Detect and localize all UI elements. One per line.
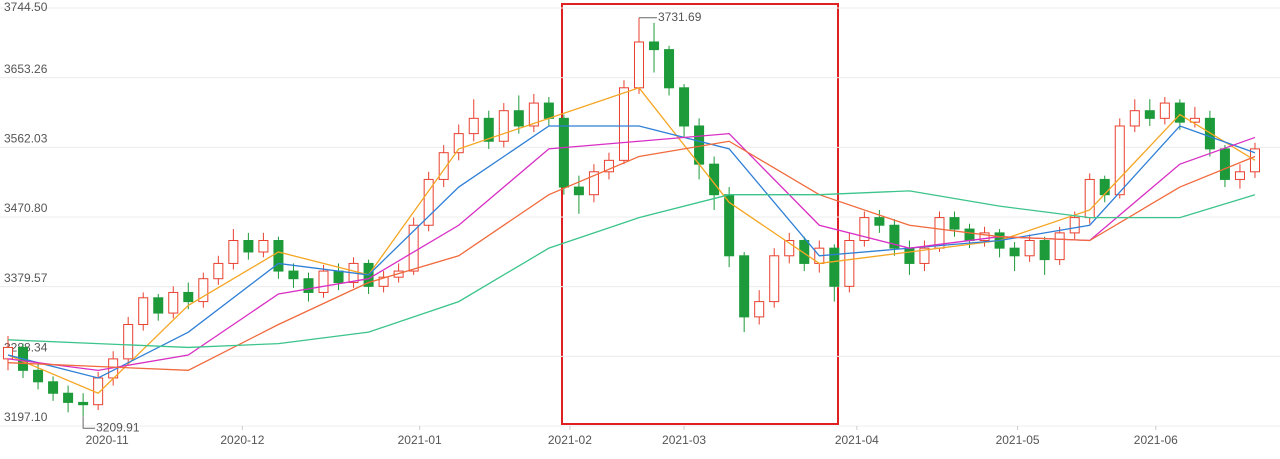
candle-body — [318, 270, 329, 293]
min-annotation: 3209.91 — [96, 420, 140, 434]
annotation-leader — [82, 416, 96, 429]
candle-body — [258, 240, 269, 253]
candle-body — [513, 110, 524, 127]
candle-body — [769, 255, 780, 303]
candle-body — [964, 228, 975, 242]
moving-average-line — [7, 190, 1256, 349]
candle-body — [1159, 102, 1170, 119]
y-tick-label: 3197.10 — [4, 410, 48, 424]
candle-body — [949, 217, 960, 230]
candle-body — [288, 270, 299, 280]
moving-average-line — [7, 87, 1256, 395]
candle-body — [378, 276, 389, 287]
candle-body — [1129, 110, 1140, 127]
candle-body — [618, 87, 629, 161]
candle-body — [438, 152, 449, 180]
candle-body — [1174, 102, 1185, 123]
candle-body — [198, 278, 209, 303]
x-tick-label: 2021-01 — [398, 433, 442, 447]
candle-body — [1219, 148, 1230, 180]
candle-body — [1099, 178, 1110, 196]
candle-body — [168, 291, 179, 314]
candle-body — [2, 346, 14, 360]
candle-body — [228, 240, 239, 264]
candle-body — [889, 224, 900, 249]
x-tick-label: 2021-04 — [835, 433, 879, 447]
y-tick-label: 3470.80 — [4, 201, 48, 215]
candle-body — [78, 401, 89, 406]
candle-body — [528, 102, 539, 127]
candle-body — [33, 369, 44, 383]
candle-body — [573, 186, 584, 196]
candle-body — [754, 301, 765, 318]
candle-body — [739, 255, 750, 318]
max-annotation: 3731.69 — [658, 10, 702, 24]
y-tick-label: 3562.03 — [4, 132, 48, 146]
candle-body — [48, 381, 59, 394]
candle-body — [1204, 117, 1215, 150]
candle-body — [1039, 240, 1050, 261]
x-tick-label: 2021-05 — [996, 433, 1040, 447]
candle-body — [829, 247, 840, 287]
candle-body — [919, 247, 930, 264]
candle-body — [1024, 240, 1035, 257]
candle-body — [543, 102, 554, 119]
candle-body — [483, 117, 494, 142]
candle-body — [333, 270, 344, 284]
candle-body — [633, 41, 645, 89]
x-tick-label: 2021-06 — [1134, 433, 1178, 447]
candle-body — [123, 324, 134, 360]
candle-body — [1234, 171, 1245, 180]
candle-body — [844, 240, 855, 287]
candle-body — [874, 217, 885, 226]
candle-body — [303, 278, 314, 293]
candle-body — [1069, 217, 1080, 234]
candle-body — [1009, 247, 1020, 257]
candle-body — [1084, 178, 1095, 219]
candle-body — [649, 41, 660, 51]
candle-body — [183, 291, 194, 303]
candle-body — [904, 247, 915, 264]
candle-body — [1054, 232, 1065, 261]
candle-body — [243, 240, 254, 253]
candle-body — [979, 232, 990, 242]
candle-body — [453, 133, 464, 154]
y-tick-label: 3653.26 — [4, 62, 48, 76]
x-tick-label: 2021-02 — [548, 433, 592, 447]
candle-body — [423, 178, 434, 226]
candle-body — [588, 171, 599, 196]
candle-body — [408, 224, 419, 272]
x-tick-label: 2021-03 — [662, 433, 706, 447]
moving-average-line — [7, 132, 1256, 371]
candle-body — [679, 87, 690, 127]
candle-body — [468, 117, 479, 135]
moving-average-line — [7, 125, 1256, 379]
candle-body — [694, 125, 705, 165]
candle-body — [784, 240, 795, 257]
candle-body — [664, 49, 675, 89]
candle-body — [558, 117, 569, 188]
candle-body — [153, 297, 164, 314]
candle-body — [1114, 125, 1125, 196]
candle-body — [63, 392, 74, 403]
y-tick-label: 3744.50 — [4, 0, 48, 14]
y-tick-label: 3379.57 — [4, 271, 48, 285]
candle-body — [498, 110, 509, 142]
moving-average-line — [7, 140, 1256, 371]
highlight-box — [561, 3, 839, 425]
candle-body — [273, 240, 284, 272]
x-tick-label: 2020-12 — [220, 433, 264, 447]
candle-body — [138, 297, 149, 326]
x-tick-label: 2020-11 — [86, 433, 129, 447]
candle-body — [709, 163, 720, 196]
candle-body — [603, 159, 614, 173]
candle-body — [859, 217, 870, 242]
candle-body — [1144, 110, 1155, 119]
candle-body — [799, 240, 810, 264]
candle-body — [213, 262, 224, 280]
